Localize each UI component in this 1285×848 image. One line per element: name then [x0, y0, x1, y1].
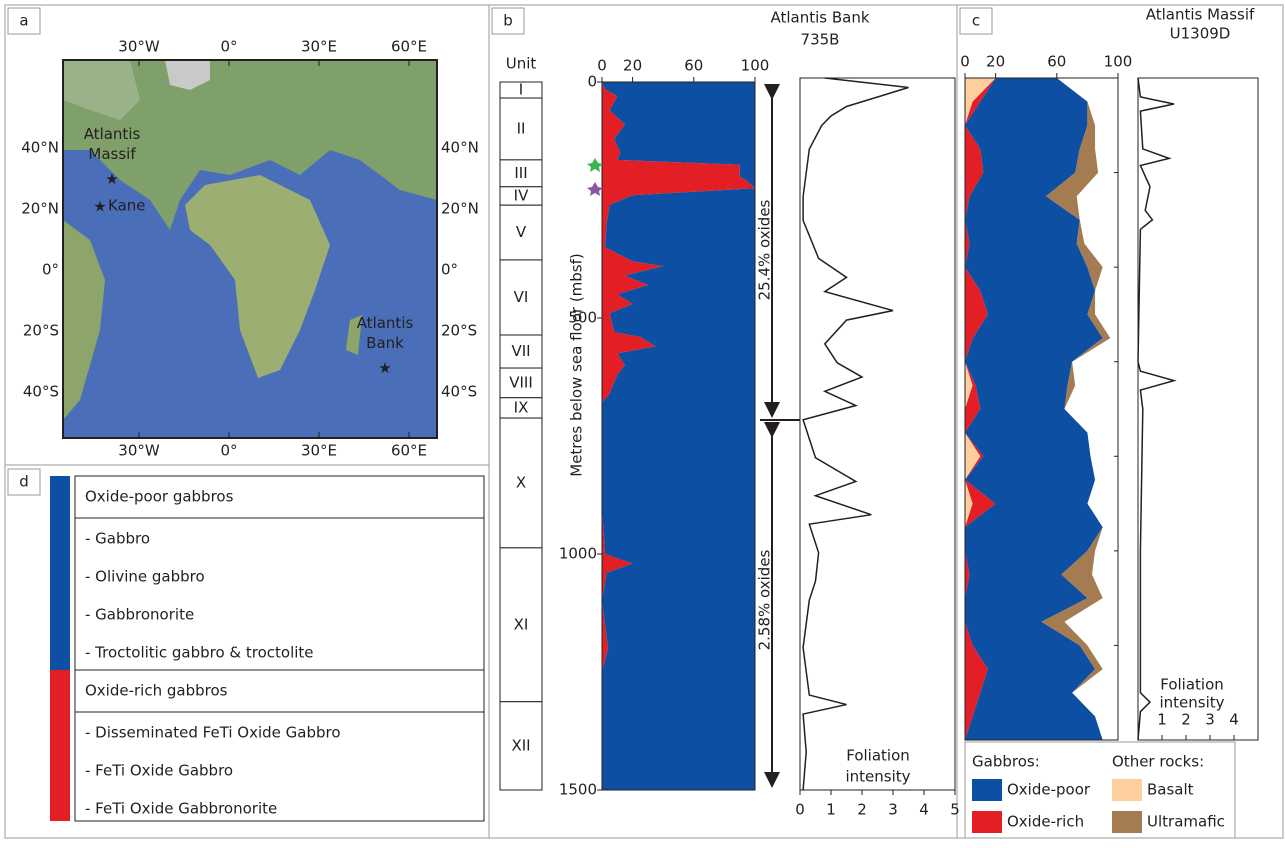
unit-label: IV: [514, 186, 529, 204]
group-header: Oxide-poor gabbros: [85, 488, 234, 506]
x-tick-label: 60°E: [391, 442, 427, 460]
x-tick-label: 60: [684, 57, 703, 75]
y-tick-label: 40°S: [23, 383, 59, 401]
y-tick-label: 1500: [559, 781, 597, 799]
site-label: Bank: [366, 334, 404, 352]
panel-label: b: [503, 12, 513, 30]
x-tick-label: 3: [888, 801, 898, 819]
annotation: 25.4% oxides: [756, 199, 774, 300]
group-item: - FeTi Oxide Gabbronorite: [85, 800, 277, 818]
x-tick-label: 100: [1104, 53, 1133, 71]
y-tick-label: 1000: [559, 545, 597, 563]
x-tick-label: 3: [1205, 711, 1215, 729]
x-tick-label: 30°W: [118, 38, 160, 56]
unit-label: VIII: [509, 373, 533, 391]
x-tick-label: 30°E: [301, 38, 337, 56]
group-item: - Gabbronorite: [85, 606, 194, 624]
group-item: - Troctolitic gabbro & troctolite: [85, 644, 314, 662]
x-tick-label: 0°: [220, 38, 237, 56]
axis-label: Foliation: [1160, 676, 1224, 694]
y-tick-label: 20°S: [23, 322, 59, 340]
group-item: - Disseminated FeTi Oxide Gabbro: [85, 724, 341, 742]
unit-header: Unit: [506, 55, 537, 73]
annotation: 2.58% oxides: [756, 549, 774, 650]
x-tick-label: 100: [741, 57, 770, 75]
axis-label: intensity: [1159, 694, 1224, 712]
x-tick-label: 4: [1229, 711, 1239, 729]
y-tick-label: 40°N: [441, 139, 479, 157]
title: Atlantis Bank: [770, 9, 869, 27]
legend-swatch: [1112, 779, 1142, 801]
legend-header: Other rocks:: [1112, 753, 1204, 771]
y-axis-label: Metres below sea floor (mbsf): [568, 253, 586, 477]
site-label: Kane: [108, 196, 146, 214]
unit-label: XI: [514, 615, 529, 633]
x-tick-label: 30°W: [118, 442, 160, 460]
legend-header: Gabbros:: [972, 753, 1040, 771]
color-bar: [50, 670, 70, 821]
figure: a30°W30°W0°0°30°E30°E60°E60°E40°N40°N20°…: [0, 0, 1285, 843]
x-tick-label: 0°: [220, 442, 237, 460]
legend-label: Basalt: [1147, 781, 1194, 799]
group-item: - FeTi Oxide Gabbro: [85, 762, 233, 780]
unit-label: II: [517, 119, 526, 137]
group-header: Oxide-rich gabbros: [85, 682, 228, 700]
legend-label: Oxide-rich: [1007, 813, 1084, 831]
site-star: ★: [105, 170, 118, 188]
x-tick-label: 2: [857, 801, 867, 819]
unit-label: IX: [514, 398, 529, 416]
title: U1309D: [1170, 25, 1231, 43]
legend-swatch: [972, 811, 1002, 833]
y-tick-label: 40°N: [21, 139, 59, 157]
x-tick-label: 0: [597, 57, 607, 75]
legend-swatch: [1112, 811, 1142, 833]
site-label: Atlantis: [357, 314, 414, 332]
group-item: - Olivine gabbro: [85, 568, 205, 586]
x-tick-label: 30°E: [301, 442, 337, 460]
unit-label: VII: [511, 342, 530, 360]
x-tick-label: 60: [1047, 53, 1066, 71]
y-tick-label: 0°: [441, 261, 458, 279]
x-tick-label: 2: [1181, 711, 1191, 729]
legend-swatch: [972, 779, 1002, 801]
title: Atlantis Massif: [1146, 6, 1255, 24]
unit-label: I: [519, 81, 523, 99]
legend-label: Oxide-poor: [1007, 781, 1091, 799]
site-star: ★: [378, 359, 391, 377]
axis-label: intensity: [845, 768, 910, 786]
group-item: - Gabbro: [85, 530, 150, 548]
axis-label: Foliation: [846, 747, 910, 765]
panel-label: d: [19, 473, 29, 491]
panel-label: c: [972, 12, 980, 30]
y-tick-label: 20°N: [441, 200, 479, 218]
x-tick-label: 1: [1157, 711, 1167, 729]
x-tick-label: 20: [986, 53, 1005, 71]
unit-label: X: [516, 473, 526, 491]
color-bar: [50, 476, 70, 670]
x-tick-label: 60°E: [391, 38, 427, 56]
unit-label: V: [516, 223, 527, 241]
x-tick-label: 1: [826, 801, 836, 819]
site-label: Massif: [88, 145, 136, 163]
unit-label: XII: [511, 736, 530, 754]
title: 735B: [801, 31, 840, 49]
y-tick-label: 0: [587, 73, 597, 91]
x-tick-label: 4: [919, 801, 929, 819]
unit-label: III: [514, 164, 527, 182]
y-tick-label: 20°N: [21, 200, 59, 218]
panel-label: a: [19, 12, 28, 30]
x-tick-label: 5: [950, 801, 960, 819]
x-tick-label: 0: [795, 801, 805, 819]
map: [63, 60, 437, 438]
x-tick-label: 0: [960, 53, 970, 71]
x-tick-label: 20: [623, 57, 642, 75]
site-star: ★: [93, 197, 106, 215]
unit-label: VI: [514, 288, 529, 306]
y-tick-label: 20°S: [441, 322, 477, 340]
y-tick-label: 0°: [42, 261, 59, 279]
legend-label: Ultramafic: [1147, 813, 1225, 831]
site-label: Atlantis: [84, 125, 141, 143]
y-tick-label: 40°S: [441, 383, 477, 401]
